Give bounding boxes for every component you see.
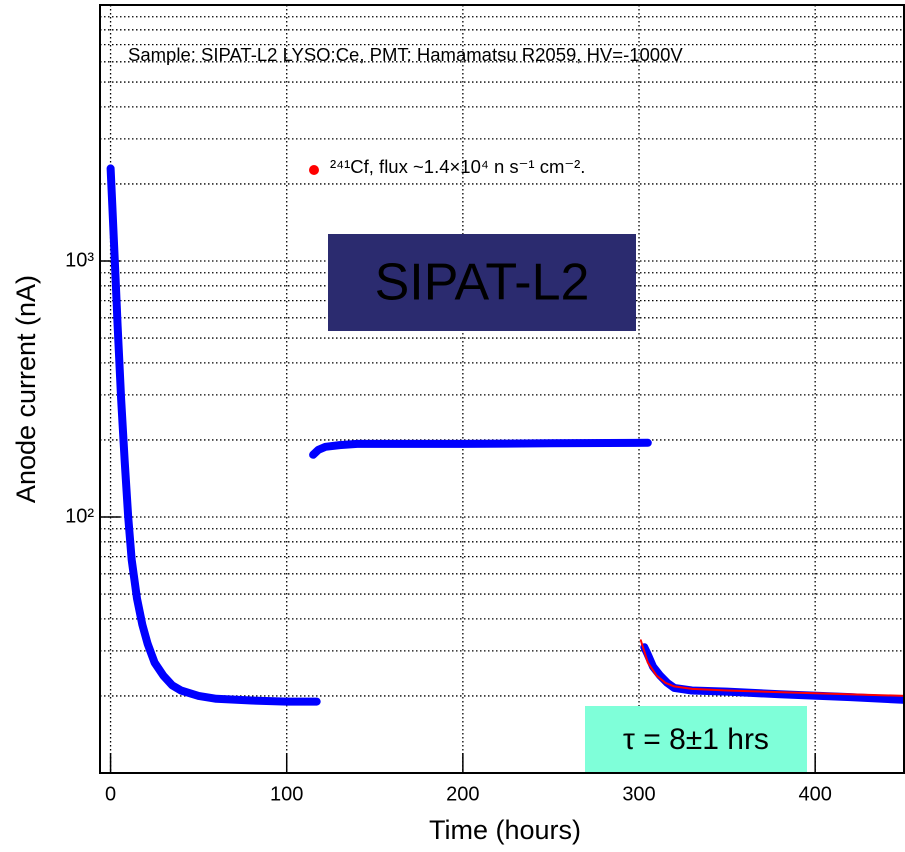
x-tick-label: 0 xyxy=(105,783,116,805)
x-tick-label: 200 xyxy=(446,783,479,805)
y-tick-label: 10² xyxy=(65,505,94,527)
plot-frame xyxy=(99,4,905,774)
legend-marker xyxy=(309,165,319,175)
badge-box xyxy=(328,234,636,331)
x-tick-label: 300 xyxy=(622,783,655,805)
y-tick-label: 10³ xyxy=(65,249,94,271)
y-axis-label: Anode current (nA) xyxy=(11,275,41,503)
sample-note: Sample: SIPAT-L2 LYSO:Ce, PMT: Hamamatsu… xyxy=(128,44,683,65)
data-line xyxy=(309,438,652,459)
x-axis-label: Time (hours) xyxy=(429,815,581,845)
cf-note: ²⁴¹Cf, flux ~1.4×10⁴ n s⁻¹ cm⁻². xyxy=(330,156,585,177)
x-tick-label: 400 xyxy=(798,783,831,805)
tau-text: τ = 8±1 hrs xyxy=(623,723,769,756)
tau-box xyxy=(585,706,807,773)
badge-text: SIPAT-L2 xyxy=(375,254,590,312)
data-line xyxy=(640,643,905,704)
x-tick-label: 100 xyxy=(270,783,303,805)
data-line xyxy=(106,164,321,706)
data-line xyxy=(639,639,905,697)
